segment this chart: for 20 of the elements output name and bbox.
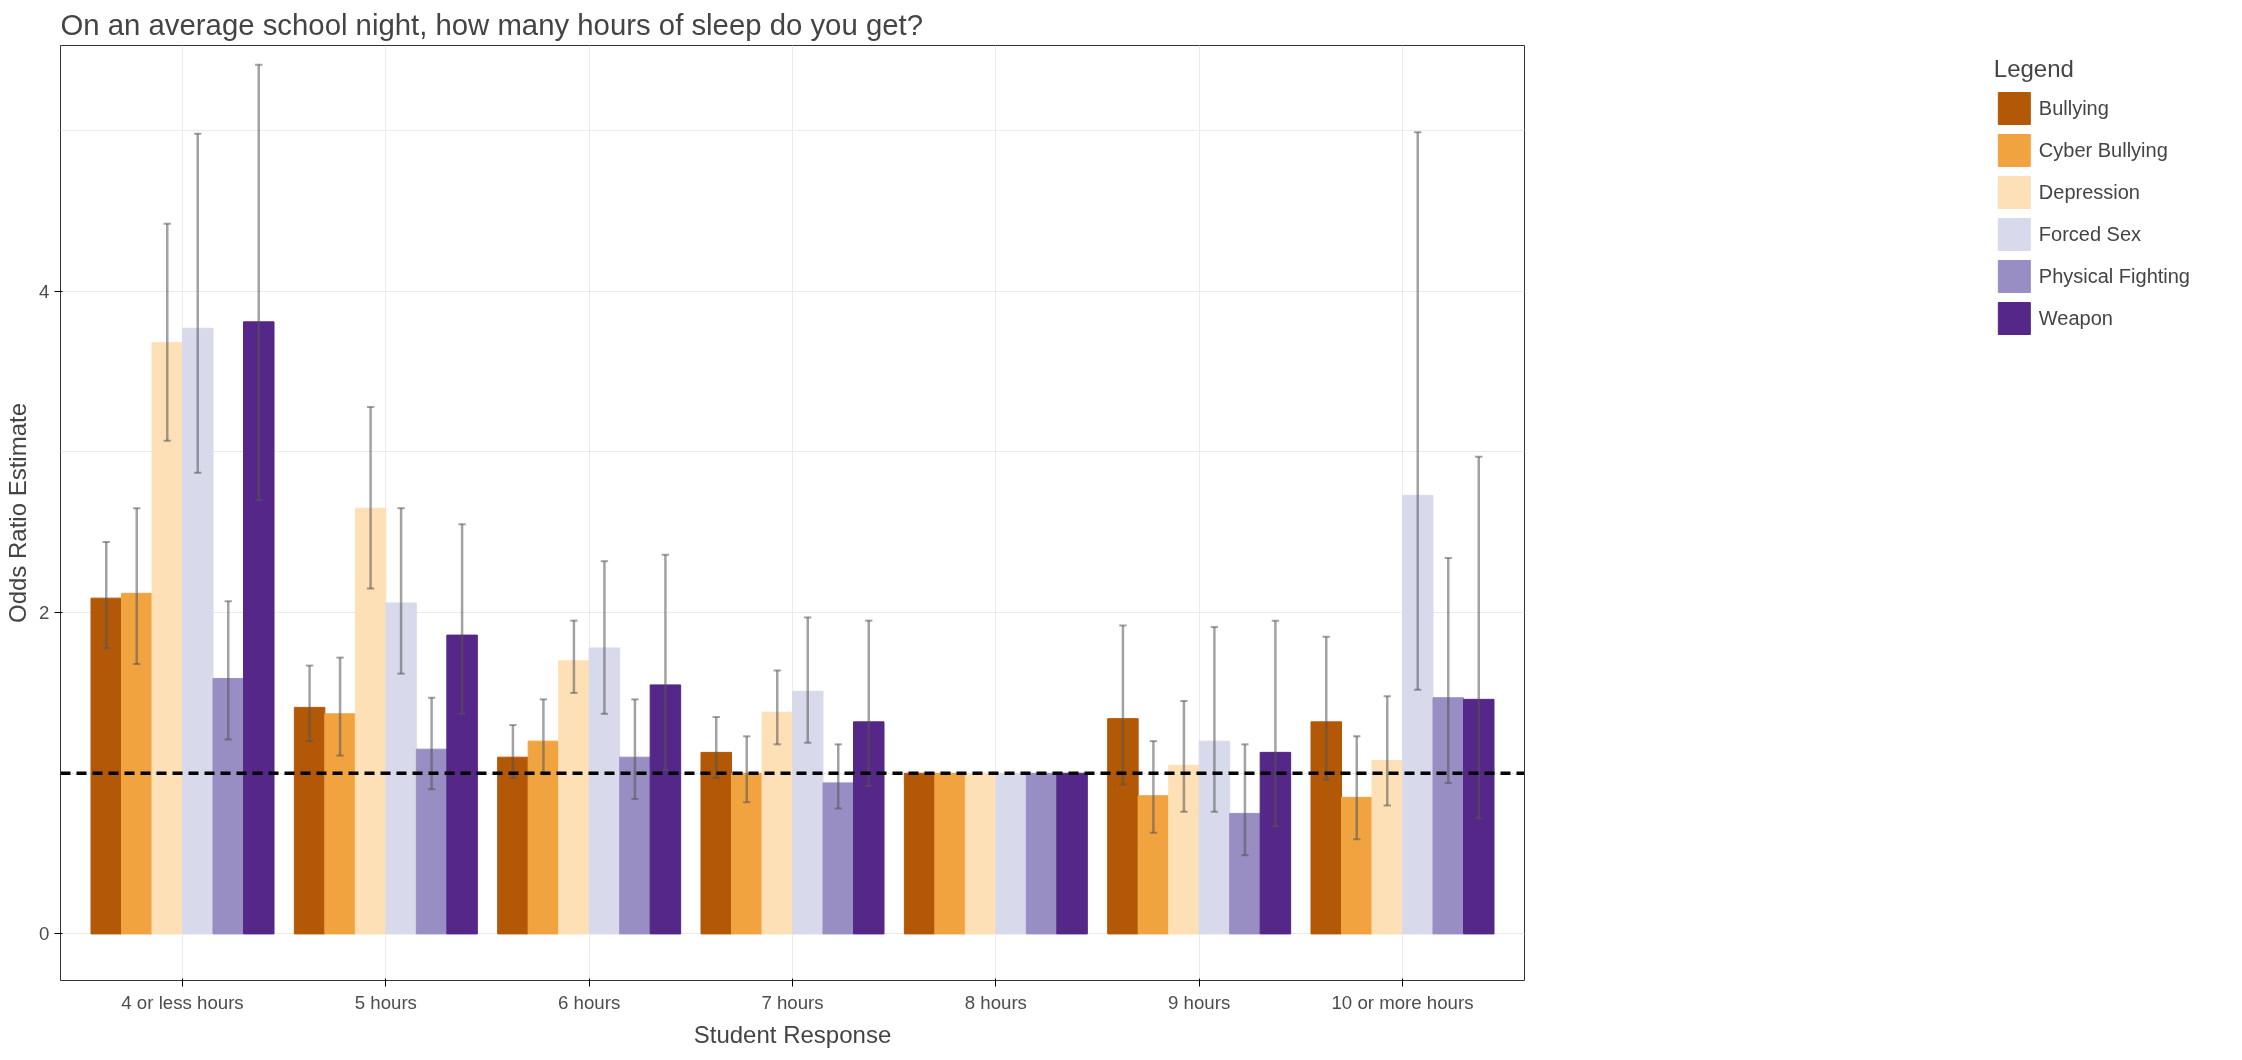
legend-title: Legend <box>1993 55 2075 83</box>
y-axis-title: Odds Ratio Estimate <box>4 402 32 624</box>
legend-label: Cyber Bullying <box>2038 138 2168 162</box>
chart-title: On an average school night, how many hours of sleep do you get? <box>60 7 923 41</box>
y-tick-label: 0 <box>39 923 50 945</box>
x-tick-label: 5 hours <box>354 991 417 1013</box>
legend-label: Weapon <box>2038 306 2113 330</box>
x-axis-title: Student Response <box>693 1020 892 1048</box>
x-tick-label: 6 hours <box>558 991 621 1013</box>
legend-label: Bullying <box>2038 96 2109 120</box>
legend-label: Depression <box>2038 180 2140 204</box>
x-tick-label: 10 or more hours <box>1331 991 1474 1013</box>
x-tick-label: 9 hours <box>1168 991 1231 1013</box>
x-tick-label: 4 or less hours <box>121 991 244 1013</box>
legend-label: Physical Fighting <box>2038 264 2190 288</box>
y-tick-label: 4 <box>39 280 50 302</box>
x-tick-label: 8 hours <box>964 991 1027 1013</box>
legend-label: Forced Sex <box>2038 222 2142 246</box>
x-tick-label: 7 hours <box>761 991 824 1013</box>
y-tick-label: 2 <box>39 602 50 624</box>
